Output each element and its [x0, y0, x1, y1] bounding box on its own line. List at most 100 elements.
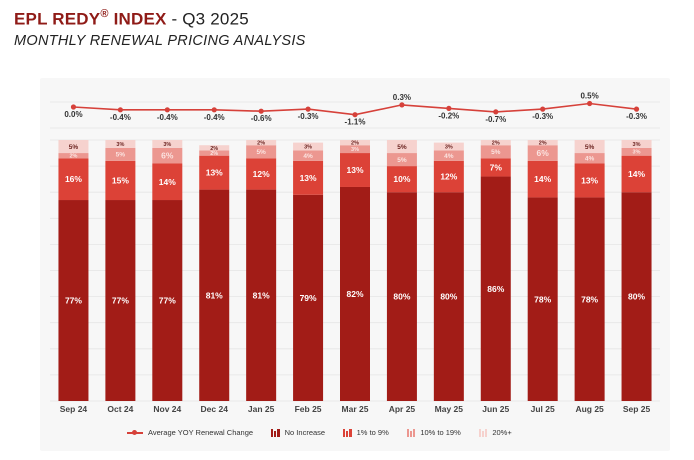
x-tick-label: Jun 25 — [482, 404, 509, 414]
bar-data-label: 4% — [444, 153, 454, 160]
bar-segment-one-to-nine — [480, 158, 511, 177]
bar-segment-no-increase — [527, 197, 558, 401]
bar-data-label: 86% — [487, 284, 504, 294]
bar-data-label: 13% — [581, 176, 598, 186]
bar-data-label: 80% — [628, 292, 645, 302]
chart-subtitle: MONTHLY RENEWAL PRICING ANALYSIS — [14, 33, 306, 49]
bar-data-label: 79% — [300, 293, 317, 303]
bar-segment-one-to-nine — [293, 160, 324, 195]
bar-segment-ten-to-nineteen — [105, 147, 136, 161]
line-data-label: -1.1% — [345, 118, 366, 127]
line-point — [164, 107, 170, 113]
line-point — [305, 106, 311, 112]
bar-data-label: 2% — [492, 141, 500, 147]
line-point — [258, 108, 264, 114]
legend-item-no-increase[interactable]: No Increase — [271, 428, 325, 437]
stacked-bar-chart: 77% 16% 2% 5% Sep 24 77% 15% 5% 3% Oct 24 77% 14% 6%… — [50, 92, 660, 414]
legend-item-10-to-19[interactable]: 10% to 19% — [406, 428, 461, 437]
bar-segment-ten-to-nineteen — [246, 145, 277, 159]
bar-segment-twenty-plus — [433, 142, 464, 151]
bar-segment-twenty-plus — [105, 140, 136, 148]
bar-segment-one-to-nine — [246, 158, 277, 190]
bar-segment-twenty-plus — [480, 140, 511, 146]
bar-data-label: 2% — [210, 146, 218, 152]
line-data-label: 0.0% — [64, 110, 82, 119]
bar-data-label: 14% — [159, 177, 176, 187]
bar-data-label: 80% — [440, 292, 457, 302]
line-data-label: -0.4% — [110, 113, 131, 122]
line-data-label: -0.3% — [626, 112, 647, 121]
bar-segment-no-increase — [105, 200, 136, 401]
bar-segment-twenty-plus — [621, 140, 652, 148]
x-tick-label: Dec 24 — [201, 404, 229, 414]
bar-data-label: 16% — [65, 174, 82, 184]
legend-item-1-to-9[interactable]: 1% to 9% — [343, 428, 389, 437]
bar-segment-ten-to-nineteen — [340, 145, 370, 154]
line-data-label: -0.3% — [298, 112, 319, 121]
bar-data-label: 7% — [490, 162, 503, 172]
legend-item-line[interactable]: Average YOY Renewal Change — [127, 428, 253, 437]
bar-segment-no-increase — [246, 189, 277, 401]
line-marker-icon — [127, 429, 143, 437]
x-tick-label: Aug 25 — [575, 404, 604, 414]
bar-segment-no-increase — [621, 192, 652, 401]
bar-data-label: 13% — [300, 173, 317, 183]
legend-label: Average YOY Renewal Change — [148, 428, 254, 437]
bar-data-label: 77% — [112, 296, 129, 306]
bar-segment-ten-to-nineteen — [480, 145, 511, 159]
bar-data-label: 3% — [633, 142, 641, 148]
x-tick-label: May 25 — [435, 404, 464, 414]
bar-segment-no-increase — [293, 194, 324, 401]
line-data-label: 0.3% — [393, 93, 411, 102]
bar-data-label: 80% — [393, 292, 410, 302]
bar-data-label: 5% — [397, 144, 407, 151]
bar-data-label: 2% — [257, 141, 265, 147]
bar-segment-twenty-plus — [527, 140, 558, 146]
x-tick-label: Sep 24 — [60, 404, 88, 414]
bar-data-label: 6% — [161, 151, 174, 161]
bar-data-label: 3% — [116, 142, 124, 148]
chart-title: EPL REDY® INDEX - Q3 2025 — [14, 8, 249, 30]
bar-segment-ten-to-nineteen — [152, 147, 183, 164]
bar-segment-ten-to-nineteen — [293, 150, 324, 161]
index-word: INDEX — [113, 9, 167, 29]
bar-segment-no-increase — [574, 197, 605, 401]
bar-swatch-icon — [343, 428, 352, 437]
bar-data-label: 10% — [393, 174, 410, 184]
bar-data-label: 78% — [534, 294, 551, 304]
legend-label: 20%+ — [492, 428, 512, 437]
bar-segment-twenty-plus — [293, 142, 324, 151]
bar-segment-twenty-plus — [386, 140, 417, 154]
bar-segment-twenty-plus — [246, 140, 277, 146]
bar-data-label: 3% — [163, 142, 171, 148]
bar-data-label: 5% — [397, 157, 407, 164]
x-tick-label: Mar 25 — [342, 404, 369, 414]
bar-segment-no-increase — [340, 186, 370, 401]
bar-segment-no-increase — [433, 192, 464, 401]
bar-swatch-icon — [406, 428, 416, 437]
bar-segment-ten-to-nineteen — [527, 145, 558, 161]
bar-segment-ten-to-nineteen — [621, 147, 652, 156]
bar-data-label: 3% — [633, 150, 641, 156]
bar-segment-no-increase — [480, 176, 511, 401]
legend-item-20-plus[interactable]: 20%+ — [478, 428, 512, 437]
chart-legend: Average YOY Renewal Change No Increase 1… — [127, 428, 512, 437]
line-data-label: -0.4% — [204, 113, 225, 122]
x-tick-label: Apr 25 — [389, 404, 416, 414]
bar-segment-one-to-nine — [199, 155, 230, 190]
bar-segment-one-to-nine — [621, 155, 652, 193]
line-point — [633, 106, 640, 112]
bar-segment-one-to-nine — [433, 160, 464, 193]
bar-segment-no-increase — [386, 192, 417, 401]
bar-data-label: 13% — [346, 165, 363, 175]
line-data-label: 0.5% — [580, 92, 598, 101]
bar-data-label: 14% — [628, 169, 645, 179]
legend-label: 1% to 9% — [356, 428, 389, 437]
bar-segment-twenty-plus — [199, 145, 230, 151]
bar-data-label: 2% — [210, 151, 218, 157]
line-point — [540, 106, 546, 112]
bar-segment-one-to-nine — [58, 158, 89, 201]
bar-data-label: 2% — [539, 141, 547, 147]
bar-data-label: 5% — [116, 152, 126, 159]
x-tick-label: Nov 24 — [153, 404, 181, 414]
